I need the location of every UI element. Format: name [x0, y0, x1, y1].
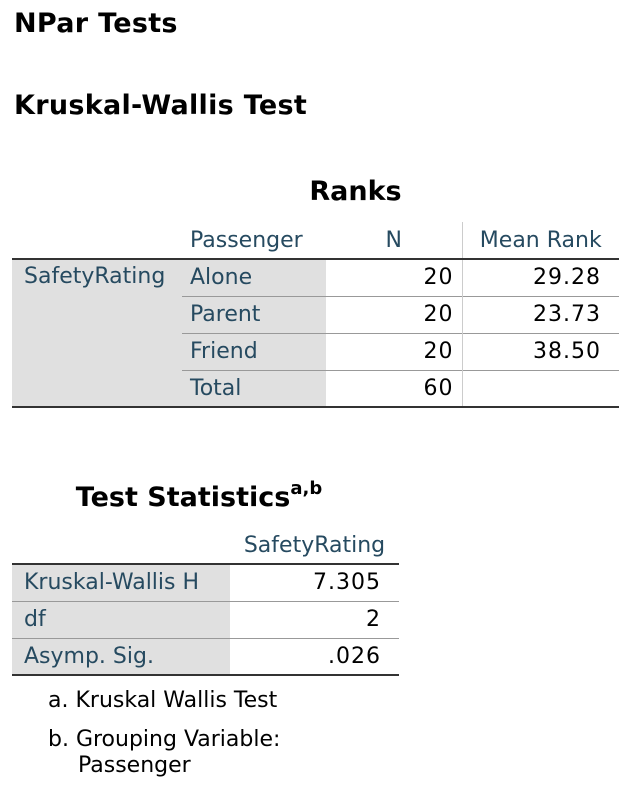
- footnote-b: b. Grouping Variable:: [48, 727, 281, 752]
- table-row: Total 60: [12, 370, 619, 407]
- footnote-a: a. Kruskal Wallis Test: [48, 688, 278, 713]
- table-row: Friend 20 38.50: [12, 333, 619, 370]
- ranks-caption: Ranks: [309, 176, 402, 207]
- ranks-mean-rank-cell: [462, 370, 619, 407]
- ranks-group-label: Friend: [182, 333, 326, 370]
- ranks-n-cell: 20: [326, 333, 463, 370]
- ranks-corner-cell: [12, 222, 182, 259]
- stats-caption-superscript: a,b: [290, 478, 323, 499]
- ranks-table: Passenger N Mean Rank SafetyRating Alone…: [12, 222, 619, 408]
- table-row: Asymp. Sig. .026: [12, 638, 399, 675]
- ranks-col-mean-rank: Mean Rank: [479, 227, 602, 253]
- ranks-header-row: Passenger N Mean Rank: [12, 222, 619, 259]
- stats-corner-cell: [12, 527, 230, 564]
- stats-value-cell: 7.305: [313, 570, 381, 596]
- ranks-group-label: Parent: [182, 296, 326, 333]
- table-row: Kruskal-Wallis H 7.305: [12, 564, 399, 601]
- ranks-n-cell: 20: [326, 259, 463, 296]
- ranks-group-label: Alone: [182, 259, 326, 296]
- ranks-n-cell: 20: [326, 296, 463, 333]
- stats-row-label: df: [12, 601, 230, 638]
- section-title: Kruskal-Wallis Test: [14, 90, 308, 121]
- page-title: NPar Tests: [14, 8, 178, 39]
- stats-header-row: SafetyRating: [12, 527, 399, 564]
- ranks-col-n: N: [326, 222, 463, 259]
- stats-value-cell: 2: [366, 607, 381, 632]
- stats-value-cell: .026: [328, 643, 381, 669]
- ranks-group-label: Total: [182, 370, 326, 407]
- ranks-col-passenger: Passenger: [190, 227, 303, 253]
- ranks-mean-rank-cell: 23.73: [533, 302, 601, 327]
- ranks-n-cell: 60: [326, 370, 463, 407]
- ranks-variable-label: SafetyRating: [12, 259, 182, 407]
- table-row: SafetyRating Alone 20 29.28: [12, 259, 619, 407]
- ranks-mean-rank-cell: 38.50: [533, 339, 601, 364]
- stats-row-label: Kruskal-Wallis H: [12, 564, 230, 601]
- stats-row-label: Asymp. Sig.: [12, 638, 230, 675]
- test-statistics-table: SafetyRating Kruskal-Wallis H 7.305 df 2…: [12, 527, 399, 676]
- stats-caption-text: Test Statistics: [75, 482, 291, 513]
- table-row: df 2: [12, 601, 399, 638]
- footnote-b-continued: Passenger: [78, 753, 191, 778]
- ranks-mean-rank-cell: 29.28: [533, 265, 601, 291]
- stats-col-safetyrating: SafetyRating: [243, 532, 386, 558]
- table-row: Parent 20 23.73: [12, 296, 619, 333]
- stats-caption: Test Statisticsa,b: [14, 478, 384, 513]
